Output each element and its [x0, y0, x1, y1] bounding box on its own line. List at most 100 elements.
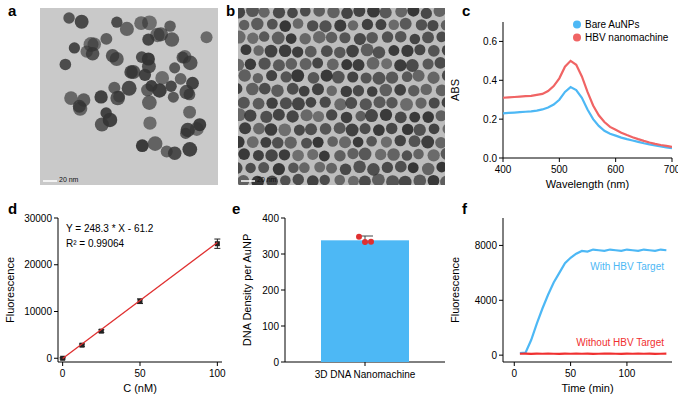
particle: [332, 71, 345, 84]
scale-bar-label: 20 nm: [257, 176, 277, 183]
panel-letter: e: [232, 200, 240, 217]
particle: [373, 46, 385, 58]
y-tick-label: 0.6: [483, 36, 497, 47]
particle: [265, 123, 278, 136]
x-tick: [514, 362, 515, 366]
particle: [408, 85, 419, 96]
particle: [422, 58, 433, 69]
y-tick: [281, 290, 285, 291]
particle: [386, 123, 397, 134]
particle: [339, 136, 351, 148]
particle: [287, 8, 298, 18]
particle: [253, 123, 265, 135]
particle: [367, 57, 380, 70]
panel-letter: b: [226, 2, 235, 19]
y-tick-label: 4000: [475, 295, 498, 306]
particle: [359, 148, 372, 161]
particle: [183, 106, 196, 119]
series-line: [520, 250, 666, 354]
particle: [238, 162, 243, 174]
series-label: Without HBV Target: [576, 337, 664, 348]
particle: [326, 163, 337, 174]
scale-bar: [43, 180, 57, 182]
particle: [410, 34, 421, 45]
legend-label: Bare AuNPs: [585, 19, 639, 30]
particle: [382, 31, 393, 42]
y-tick-label: 0: [491, 350, 497, 361]
particle: [414, 124, 426, 136]
particle: [245, 163, 255, 173]
particle: [341, 112, 352, 123]
particle: [293, 18, 304, 29]
particle: [340, 164, 352, 176]
series-line: [520, 353, 666, 355]
particle: [142, 95, 157, 110]
particle: [238, 175, 249, 185]
particle: [238, 83, 242, 94]
x-tick: [217, 362, 218, 366]
particle: [148, 136, 163, 151]
series-line: [503, 61, 672, 147]
particle: [253, 45, 263, 55]
particle: [400, 18, 412, 30]
particle: [442, 45, 445, 56]
particle: [362, 19, 373, 30]
particle: [386, 72, 398, 84]
particle: [244, 109, 256, 121]
particle: [142, 34, 154, 46]
x-tick-label: 0: [60, 368, 66, 379]
x-tick-label: 400: [495, 164, 512, 175]
x-tick-label: 3D DNA Nanomachine: [315, 369, 416, 380]
y-axis-label: ABS: [449, 79, 461, 101]
particle: [381, 58, 392, 69]
particle: [239, 122, 251, 134]
x-tick: [503, 158, 504, 162]
particle: [168, 146, 181, 159]
particle: [301, 109, 313, 121]
particle: [265, 149, 277, 161]
particle: [180, 128, 191, 139]
scale-bar: [241, 180, 255, 182]
panel: 0501000100002000030000FluorescenceC (nM)…: [4, 200, 226, 394]
particle: [305, 123, 317, 135]
particle: [279, 20, 291, 32]
particle: [100, 33, 112, 45]
particle: [141, 84, 154, 97]
particle: [334, 175, 345, 185]
particle: [372, 173, 385, 185]
particle: [292, 46, 303, 57]
particle: [253, 98, 265, 110]
x-tick: [672, 158, 673, 162]
particle: [361, 72, 372, 83]
particle: [380, 8, 392, 19]
particle: [75, 15, 89, 29]
particle: [421, 8, 432, 19]
particle: [435, 137, 445, 149]
y-axis-label: Fluorescence: [449, 257, 461, 323]
particle: [429, 123, 440, 134]
particle: [271, 84, 284, 97]
particle: [142, 15, 157, 30]
particle: [427, 72, 439, 84]
particle: [360, 98, 372, 110]
particle: [291, 69, 304, 82]
plot-area: [60, 239, 221, 361]
y-tick: [281, 218, 285, 219]
particle: [395, 135, 406, 146]
particle: [379, 84, 392, 97]
x-tick-label: 500: [551, 164, 568, 175]
y-tick: [499, 80, 503, 81]
plot-area: [520, 250, 666, 354]
particle: [260, 137, 271, 148]
plot-area: [503, 61, 672, 148]
plot-area: [321, 234, 409, 362]
particle: [136, 139, 149, 152]
particle: [286, 58, 298, 70]
particle: [353, 8, 365, 17]
particle: [267, 19, 278, 30]
particle: [312, 83, 324, 95]
particle: [348, 20, 358, 30]
particle: [401, 45, 413, 57]
particle: [440, 176, 445, 185]
particle: [434, 57, 445, 69]
